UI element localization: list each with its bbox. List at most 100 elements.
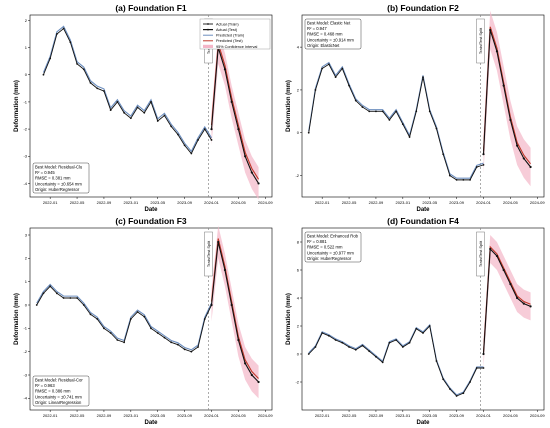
actual-train-point	[49, 285, 52, 288]
model-info-line: R² = 0.881	[307, 239, 327, 244]
model-info-box	[304, 18, 362, 50]
actual-train-point	[375, 355, 377, 358]
actual-train-point	[368, 350, 371, 353]
x-tick-label: 2022-01	[315, 200, 330, 205]
x-tick-label: 2023-01	[123, 200, 138, 205]
x-axis-label: Date	[144, 420, 158, 426]
legend-entry: Predicted (Train)	[216, 34, 245, 38]
actual-train-point	[190, 152, 193, 155]
confidence-band	[211, 225, 259, 399]
actual-test-point	[502, 84, 505, 87]
x-tick-label: 2022-05	[70, 413, 85, 418]
actual-train-point	[143, 111, 146, 114]
predicted-train-line	[36, 283, 212, 351]
actual-test-point	[230, 100, 233, 104]
actual-test-point	[210, 303, 213, 307]
actual-train-point	[136, 106, 139, 109]
actual-train-point	[475, 166, 478, 168]
predicted-train-line	[308, 61, 484, 179]
actual-train-point	[428, 325, 431, 327]
actual-train-point	[448, 174, 451, 177]
actual-train-point	[475, 367, 478, 369]
x-tick-label: 2023-01	[123, 413, 138, 418]
actual-train-point	[388, 341, 391, 344]
actual-train-point	[109, 109, 112, 111]
actual-train-point	[334, 339, 337, 341]
actual-train-point	[103, 90, 105, 92]
actual-train-point	[76, 62, 78, 65]
split-label-box	[204, 231, 213, 277]
y-tick-label: 8	[297, 239, 300, 244]
actual-train-point	[455, 395, 458, 397]
actual-train-point	[469, 381, 471, 383]
x-tick-label: 2022-09	[369, 413, 384, 418]
x-tick-label: 2023-05	[150, 413, 165, 418]
y-tick-label: -2	[23, 349, 27, 354]
y-tick-label: 1	[25, 279, 28, 284]
x-tick-label: 2023-09	[449, 200, 464, 205]
actual-train-point	[348, 84, 350, 87]
x-tick-label: 2023-05	[422, 413, 437, 418]
actual-train-point	[307, 353, 310, 355]
actual-train-point	[156, 120, 159, 122]
actual-train-point	[428, 110, 431, 113]
model-info-line: Best Model: Residual-Cor	[35, 378, 83, 383]
actual-train-point	[341, 341, 344, 344]
actual-train-point	[368, 110, 371, 113]
actual-train-point	[401, 346, 404, 348]
actual-train-point	[163, 114, 166, 117]
y-tick-label: -1	[23, 99, 27, 104]
y-tick-label: -2	[295, 379, 299, 384]
actual-train-point	[89, 82, 92, 84]
model-info-box	[32, 375, 90, 407]
x-tick-label: 2024-05	[231, 413, 246, 418]
y-tick-label: 4	[297, 45, 300, 50]
y-tick-label: 2	[25, 256, 28, 261]
actual-train-point	[129, 117, 132, 120]
actual-test-point	[257, 380, 260, 384]
legend-swatch	[203, 44, 213, 48]
actual-test-point	[257, 182, 260, 185]
y-tick-label: -4	[23, 181, 27, 186]
actual-train-point	[136, 311, 139, 313]
actual-test-point	[489, 28, 492, 32]
actual-train-point	[415, 327, 418, 330]
x-tick-label: 2022-05	[70, 200, 85, 205]
legend-marker	[207, 28, 209, 31]
actual-train-point	[381, 110, 384, 113]
actual-test-point	[237, 338, 240, 342]
predicted-train-line	[42, 25, 212, 153]
actual-train-point	[203, 318, 206, 320]
actual-test-point	[502, 268, 505, 272]
x-tick-label: 2024-05	[503, 413, 518, 418]
actual-train-point	[408, 136, 411, 138]
actual-train-point	[49, 57, 52, 60]
actual-train-point	[448, 388, 451, 390]
predicted-test-line	[482, 245, 531, 352]
actual-test-point	[522, 302, 525, 305]
actual-test-point	[482, 153, 485, 156]
model-info-line: RMSE = 0.522 mm	[307, 245, 343, 250]
actual-train-point	[422, 76, 424, 78]
actual-train-point	[82, 304, 85, 306]
x-tick-label: 2022-05	[342, 413, 357, 418]
actual-train-line	[43, 27, 212, 155]
actual-test-point	[516, 144, 519, 147]
model-info-line: Origin: HuberRegressor	[35, 187, 80, 192]
actual-train-point	[35, 304, 38, 306]
y-tick-label: 6	[297, 267, 300, 272]
actual-train-point	[96, 87, 99, 90]
actual-train-point	[422, 332, 424, 334]
y-tick-label: 2	[297, 323, 300, 328]
actual-train-point	[442, 378, 445, 381]
actual-train-point	[210, 139, 213, 141]
x-tick-label: 2024-01	[476, 200, 491, 205]
y-tick-label: 0	[297, 351, 300, 356]
y-tick-label: 2	[297, 87, 300, 92]
x-tick-label: 2024-01	[476, 413, 491, 418]
actual-train-point	[462, 178, 465, 181]
actual-train-point	[143, 315, 146, 318]
x-tick-label: 2022-09	[369, 200, 384, 205]
